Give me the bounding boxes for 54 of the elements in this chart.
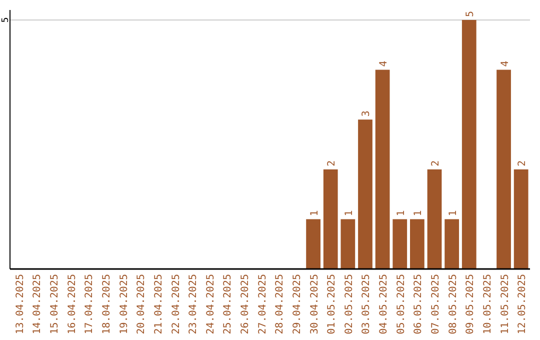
x-tick-label: 19.04.2025 — [118, 274, 130, 334]
data-label: 1 — [413, 210, 424, 216]
x-tick-label: 01.05.2025 — [326, 274, 338, 334]
bar — [323, 169, 338, 269]
bar — [427, 169, 442, 269]
data-label: 5 — [465, 10, 476, 17]
x-tick-label: 28.04.2025 — [274, 274, 286, 334]
x-tick-label: 25.04.2025 — [222, 274, 234, 334]
x-tick-label: 16.04.2025 — [66, 274, 78, 334]
x-tick-label: 18.04.2025 — [102, 274, 112, 334]
x-tick-label: 11.05.2025 — [500, 274, 511, 334]
x-tick-label: 20.04.2025 — [136, 274, 148, 334]
bar — [444, 219, 460, 269]
x-tick-label: 09.05.2025 — [465, 274, 476, 334]
x-tick-label: 02.05.2025 — [344, 274, 355, 334]
x-tick-label: 13.04.2025 — [14, 274, 26, 334]
x-tick-label: 17.04.2025 — [84, 274, 96, 334]
data-label: 1 — [309, 210, 320, 216]
data-label: 1 — [344, 210, 355, 216]
data-label: 2 — [326, 160, 338, 166]
x-tick-label: 15.04.2025 — [50, 274, 61, 334]
x-tick-label: 24.04.2025 — [205, 274, 216, 334]
bar — [358, 120, 372, 269]
x-tick-label: 06.05.2025 — [413, 274, 424, 334]
x-tick-label: 23.04.2025 — [188, 274, 200, 334]
bar — [392, 219, 408, 269]
data-label: 4 — [378, 60, 390, 67]
data-label: 1 — [448, 210, 459, 216]
x-tick-label: 29.04.2025 — [292, 274, 303, 334]
data-label: 1 — [396, 210, 407, 216]
x-tick-label: 08.05.2025 — [448, 274, 459, 334]
x-tick-label: 04.05.2025 — [378, 274, 390, 334]
x-tick-label: 10.05.2025 — [482, 274, 494, 334]
data-label: 4 — [500, 60, 511, 67]
data-label: 2 — [430, 160, 442, 166]
bar — [306, 219, 320, 269]
x-tick-label: 21.04.2025 — [153, 274, 164, 334]
x-tick-label: 30.04.2025 — [309, 274, 320, 334]
bar — [514, 169, 528, 269]
data-label: 2 — [517, 160, 528, 166]
x-tick-label: 26.04.2025 — [240, 274, 252, 334]
x-tick-label: 27.04.2025 — [257, 274, 268, 334]
bar — [410, 219, 424, 269]
x-tick-label: 22.04.2025 — [170, 274, 182, 334]
x-tick-label: 03.05.2025 — [361, 274, 372, 334]
bar — [462, 20, 476, 269]
x-tick-label: 12.05.2025 — [517, 274, 528, 334]
x-tick-label: 05.05.2025 — [396, 274, 407, 334]
x-tick-label: 14.04.2025 — [32, 274, 44, 334]
bar — [496, 70, 511, 269]
x-tick-label: 07.05.2025 — [430, 274, 442, 334]
bar — [340, 219, 356, 269]
bar — [375, 70, 390, 269]
data-label: 3 — [361, 110, 372, 117]
